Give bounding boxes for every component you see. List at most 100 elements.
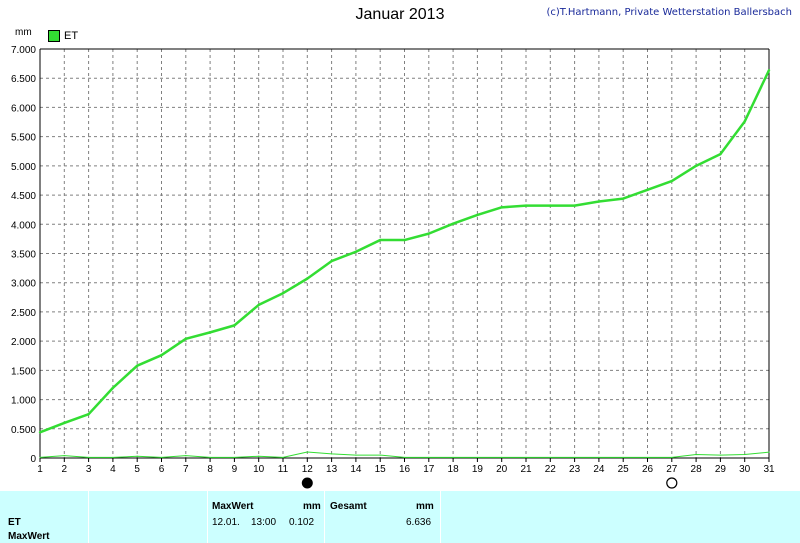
- data-point-et: [63, 421, 66, 425]
- x-tick-label: 24: [593, 464, 605, 475]
- y-tick-label: 2.000: [11, 337, 36, 348]
- data-point-et: [476, 213, 479, 217]
- data-point-hourly: [671, 456, 673, 459]
- table-col-label: [0, 491, 89, 543]
- data-point-et: [500, 206, 503, 209]
- maxwert-header: MaxWert: [212, 501, 254, 512]
- data-point-et: [160, 353, 163, 357]
- data-point-hourly: [355, 454, 357, 456]
- data-point-et: [233, 324, 236, 327]
- data-point-hourly: [233, 456, 235, 459]
- data-point-hourly: [501, 456, 503, 459]
- data-point-hourly: [185, 455, 187, 457]
- x-tick-label: 27: [666, 464, 678, 475]
- maxwert-unit: mm: [303, 501, 321, 512]
- x-tick-label: 30: [739, 464, 751, 475]
- data-point-et: [281, 292, 285, 295]
- data-point-hourly: [598, 456, 600, 459]
- data-point-hourly: [88, 456, 90, 459]
- data-point-hourly: [646, 456, 649, 459]
- x-tick-label: 17: [423, 464, 435, 475]
- y-tick-label: 7.000: [11, 45, 36, 56]
- legend-label: ET: [64, 30, 79, 42]
- new-moon-icon: [301, 477, 313, 489]
- y-tick-label: 4.000: [11, 220, 36, 231]
- x-tick-label: 7: [183, 464, 189, 475]
- chart-canvas: 0 0.500 1.000 1.500 2.000 2.500 3.000 3.500 4.00…: [11, 45, 775, 489]
- data-point-et: [573, 204, 576, 207]
- data-point-et: [330, 259, 333, 263]
- data-point-et: [306, 277, 309, 280]
- x-tick-label: 18: [448, 464, 460, 475]
- y-tick-label: 2.500: [11, 308, 36, 319]
- data-point-hourly: [258, 455, 260, 457]
- x-tick-label: 15: [375, 464, 387, 475]
- data-point-et: [208, 331, 212, 334]
- data-point-hourly: [719, 454, 722, 456]
- data-point-hourly: [403, 456, 406, 459]
- x-tick-label: 10: [253, 464, 265, 475]
- y-axis-unit: mm: [15, 27, 32, 38]
- data-point-hourly: [525, 456, 527, 459]
- gesamt-header: Gesamt: [330, 501, 367, 512]
- data-point-et: [87, 412, 90, 416]
- data-point-hourly: [695, 453, 697, 456]
- data-point-et: [427, 232, 430, 235]
- data-point-et: [622, 197, 625, 200]
- x-tick-label: 5: [134, 464, 140, 475]
- data-point-et: [403, 238, 406, 242]
- data-point-hourly: [452, 456, 454, 459]
- x-tick-label: 28: [691, 464, 703, 475]
- x-tick-label: 3: [86, 464, 92, 475]
- table-col-gesamt: [325, 491, 441, 543]
- summary-table: ET MaxWert MaxWert mm 12.01. 13:00 0.102…: [0, 491, 800, 543]
- data-point-et: [111, 386, 115, 390]
- data-point-hourly: [574, 456, 576, 459]
- data-point-hourly: [331, 453, 333, 455]
- full-moon-icon: [666, 477, 678, 489]
- row-label-et: ET: [8, 517, 21, 528]
- y-tick-label: 3.500: [11, 250, 36, 261]
- x-tick-label: 22: [545, 464, 557, 475]
- x-tick-label: 20: [496, 464, 508, 475]
- x-tick-label: 29: [715, 464, 727, 475]
- copyright-note: (c)T.Hartmann, Private Wetterstation Bal…: [546, 7, 792, 18]
- maxwert-date: 12.01.: [212, 517, 240, 528]
- data-point-et: [257, 303, 260, 307]
- legend-swatch: [48, 30, 60, 42]
- y-tick-label: 1.000: [11, 396, 36, 407]
- x-tick-label: 2: [62, 464, 68, 475]
- y-tick-label: 3.000: [11, 279, 36, 290]
- x-tick-label: 12: [302, 464, 314, 475]
- y-tick-label: 0: [30, 454, 36, 465]
- x-tick-label: 31: [763, 464, 775, 475]
- data-point-hourly: [768, 451, 770, 453]
- data-point-et: [549, 204, 552, 207]
- data-point-et: [184, 337, 187, 341]
- x-tick-label: 16: [399, 464, 411, 475]
- x-tick-label: 13: [326, 464, 338, 475]
- data-point-et: [38, 431, 42, 434]
- x-tick-label: 6: [159, 464, 165, 475]
- x-tick-label: 19: [472, 464, 484, 475]
- maxwert-time: 13:00: [251, 517, 277, 528]
- y-tick-label: 5.500: [11, 133, 36, 144]
- x-tick-label: 8: [207, 464, 213, 475]
- x-tick-label: 21: [520, 464, 532, 475]
- data-point-et: [354, 250, 358, 253]
- data-point-et: [694, 164, 698, 168]
- data-point-hourly: [622, 456, 624, 459]
- data-point-et: [379, 238, 382, 242]
- x-tick-label: 25: [618, 464, 630, 475]
- data-point-hourly: [39, 456, 41, 459]
- data-point-hourly: [744, 453, 746, 456]
- x-tick-label: 14: [350, 464, 362, 475]
- data-point-et: [136, 364, 139, 367]
- gesamt-value: 6.636: [406, 517, 432, 528]
- data-point-hourly: [209, 456, 211, 459]
- data-point-hourly: [428, 456, 430, 459]
- y-tick-label: 6.000: [11, 103, 36, 114]
- y-tick-label: 1.500: [11, 366, 36, 377]
- data-point-hourly: [476, 456, 478, 459]
- gesamt-unit: mm: [416, 501, 434, 512]
